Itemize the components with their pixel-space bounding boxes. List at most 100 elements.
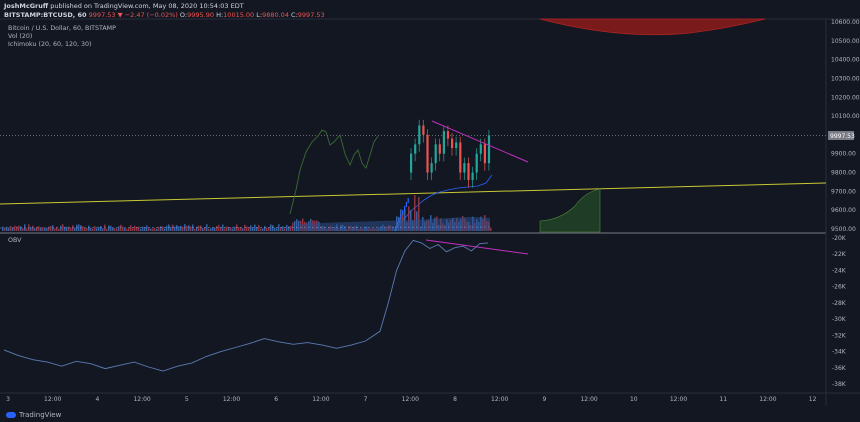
- obv-tick-label: -38K: [832, 381, 847, 388]
- time-tick-label: 12:00: [491, 396, 508, 403]
- volume-bar: [170, 226, 172, 231]
- volume-bar: [282, 226, 284, 231]
- volume-bar: [114, 228, 116, 231]
- volume-bar: [28, 224, 30, 231]
- volume-bar: [32, 225, 34, 231]
- volume-bar: [34, 228, 36, 231]
- candle-body: [405, 202, 407, 207]
- volume-bar: [138, 226, 140, 231]
- time-tick-label: 4: [95, 396, 99, 403]
- symbol-info: BITSTAMP:BTCUSD, 60 9997.53 ▼ −2.47 (−0.…: [4, 11, 325, 19]
- volume-area: [300, 217, 490, 231]
- volume-bar: [16, 226, 18, 231]
- close-value: 9997.53: [297, 11, 325, 19]
- volume-bar: [418, 196, 420, 231]
- time-tick-label: 10: [630, 396, 638, 403]
- volume-bar: [54, 228, 56, 231]
- volume-bar: [122, 226, 124, 231]
- volume-bar: [190, 226, 192, 231]
- volume-bar: [90, 227, 92, 231]
- tradingview-logo[interactable]: TradingView: [6, 411, 61, 419]
- time-tick-label: 9: [542, 396, 546, 403]
- obv-tick-label: -30K: [832, 316, 847, 323]
- volume-bar: [214, 227, 216, 231]
- volume-bar: [208, 228, 210, 231]
- volume-bar: [198, 225, 200, 231]
- ichimoku-lagging-span: [289, 129, 379, 215]
- volume-bar: [162, 226, 164, 231]
- volume-bar: [4, 228, 6, 231]
- price-tick-label: 9500.00: [831, 226, 856, 233]
- volume-bar: [194, 228, 196, 231]
- price-tick-label: 10300.00: [831, 75, 860, 82]
- obv-tick-label: -20K: [832, 235, 847, 242]
- volume-bar: [110, 225, 112, 231]
- volume-bar: [220, 227, 222, 231]
- candle-body: [446, 131, 450, 139]
- volume-bar: [70, 227, 72, 231]
- volume-bar: [202, 227, 204, 231]
- obv-tick-label: -32K: [832, 332, 847, 339]
- candle-body: [471, 172, 474, 181]
- volume-bar: [250, 225, 252, 231]
- candle-body: [402, 210, 404, 215]
- volume-bar: [246, 226, 248, 231]
- volume-bar: [134, 225, 136, 231]
- volume-bar: [144, 227, 146, 231]
- price-tick-label: 9900.00: [831, 151, 856, 158]
- volume-bar: [88, 225, 90, 231]
- volume-bar: [82, 226, 84, 231]
- time-tick-label: 12:00: [402, 396, 419, 403]
- time-tick-label: 3: [6, 396, 10, 403]
- candle-body: [463, 163, 466, 173]
- volume-bar: [40, 228, 42, 231]
- low-value: 9880.04: [262, 11, 289, 19]
- volume-bar: [10, 226, 12, 231]
- price-change: ▼ −2.47 (−0.02%): [117, 11, 178, 19]
- volume-bar: [174, 226, 176, 231]
- volume-bar: [92, 228, 94, 231]
- author-name[interactable]: JoshMcGruff: [4, 2, 49, 10]
- candle-body: [487, 135, 491, 164]
- volume-bar: [286, 224, 288, 231]
- candle-body: [451, 138, 454, 149]
- time-tick-label: 12:00: [223, 396, 240, 403]
- volume-bar: [66, 226, 68, 231]
- obv-axis: -20K -22K -24K -26K -28K -30K -32K -34K -36K -38K: [832, 235, 847, 388]
- volume-bar: [206, 224, 208, 231]
- volume-bar: [160, 226, 162, 231]
- cloud-icon: [6, 412, 16, 418]
- volume-bar: [240, 227, 242, 231]
- volume-legend: Vol (20): [8, 33, 33, 40]
- candle-body: [479, 144, 482, 154]
- volume-bar: [156, 228, 158, 231]
- open-label: O:: [179, 11, 188, 19]
- volume-bar: [2, 226, 4, 231]
- time-tick-label: 12: [809, 396, 817, 403]
- volume-bar: [130, 225, 132, 231]
- volume-bar: [86, 227, 88, 231]
- high-value: 10015.00: [223, 11, 255, 19]
- volume-bar: [140, 228, 142, 231]
- volume-bar: [42, 227, 44, 231]
- volume-bar: [268, 227, 270, 231]
- volume-bar: [298, 220, 300, 231]
- volume-bar: [228, 226, 230, 231]
- volume-bar: [48, 226, 50, 231]
- volume-bar: [126, 228, 128, 231]
- volume-bar: [108, 225, 110, 231]
- price-tick-label: 10500.00: [831, 38, 860, 45]
- volume-bar: [96, 228, 98, 231]
- candle-body: [410, 153, 413, 173]
- obv-tick-label: -28K: [832, 300, 847, 307]
- time-tick-label: 12:00: [580, 396, 597, 403]
- brand-label: TradingView: [19, 411, 62, 419]
- time-tick-label: 12:00: [133, 396, 150, 403]
- price-tick-label: 10200.00: [831, 94, 860, 101]
- volume-bar: [254, 224, 256, 231]
- publish-date: published on TradingView.com, May 08, 20…: [50, 2, 244, 10]
- price-tick-label: 10100.00: [831, 113, 860, 120]
- volume-bar: [284, 228, 286, 231]
- volume-bar: [78, 224, 80, 231]
